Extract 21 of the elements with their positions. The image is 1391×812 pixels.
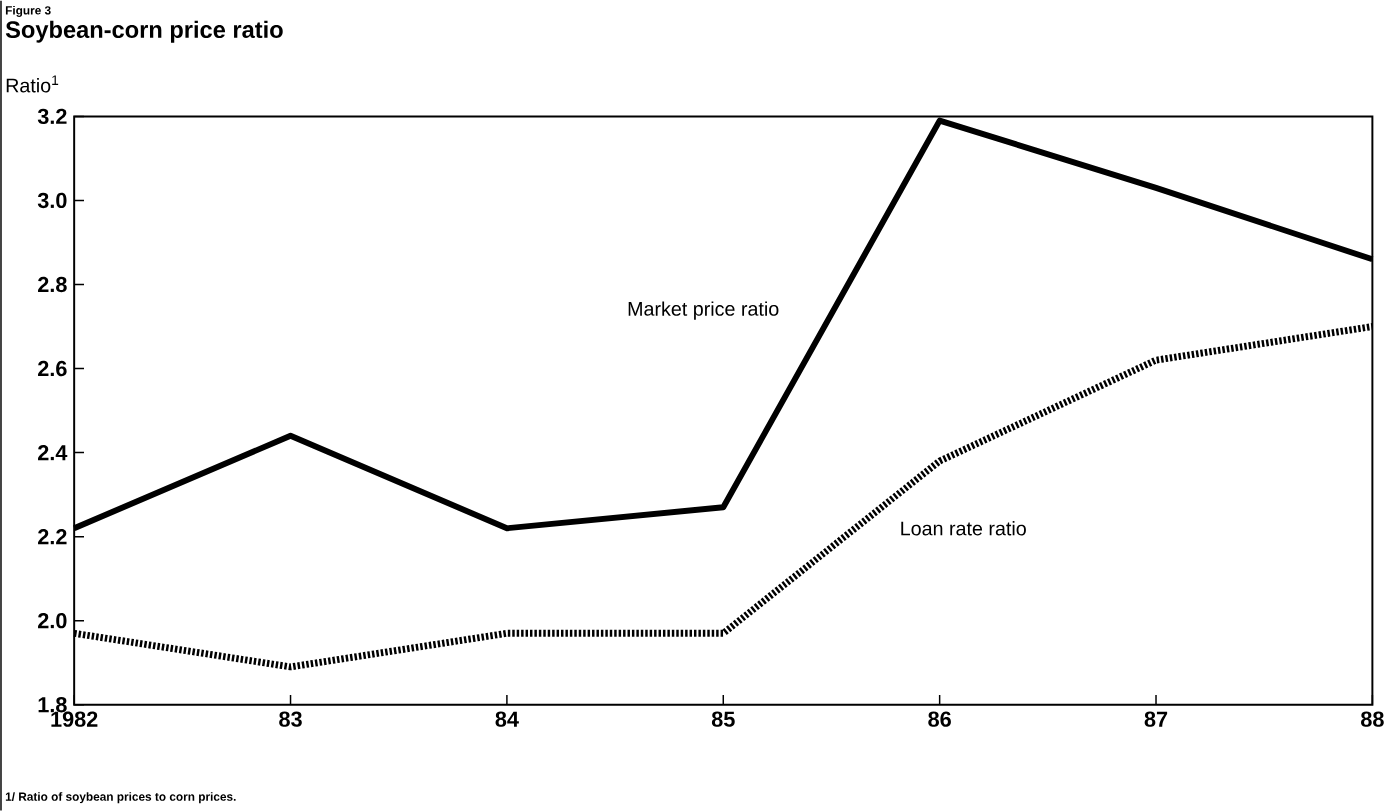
x-tick-label: 88	[1361, 711, 1384, 728]
y-tick-label: 2.8	[38, 277, 67, 293]
x-tick-label: 85	[711, 711, 735, 728]
text: 1/ Ratio of soybean prices to corn prices.	[5, 792, 236, 804]
y-tick-label: 2.4	[38, 445, 68, 461]
y-tick-label: 1.8	[38, 697, 67, 713]
x-tick-label: 84	[495, 711, 519, 728]
x-tick-label: 86	[928, 711, 951, 728]
x-tick-label: 87	[1144, 711, 1168, 728]
y-tick-label: 2.2	[38, 529, 67, 545]
y-axis-title: Ratio$^{1}$	[6, 75, 59, 93]
y-tick-label: 2.0	[38, 613, 67, 629]
chart-title: Soybean-corn price ratio	[5, 20, 283, 43]
y-tick-label: 3.2	[37, 108, 67, 125]
y-tick-label: 2.6	[38, 361, 67, 377]
x-tick-label: 1982	[51, 711, 98, 728]
x-tick-label: 83	[279, 711, 302, 728]
series-label: Loan rate ratio	[901, 521, 1026, 536]
chart-subtitle: Figure 3	[5, 6, 51, 18]
y-tick-label: 3.0	[37, 193, 67, 209]
text: Market price ratio	[628, 301, 779, 320]
